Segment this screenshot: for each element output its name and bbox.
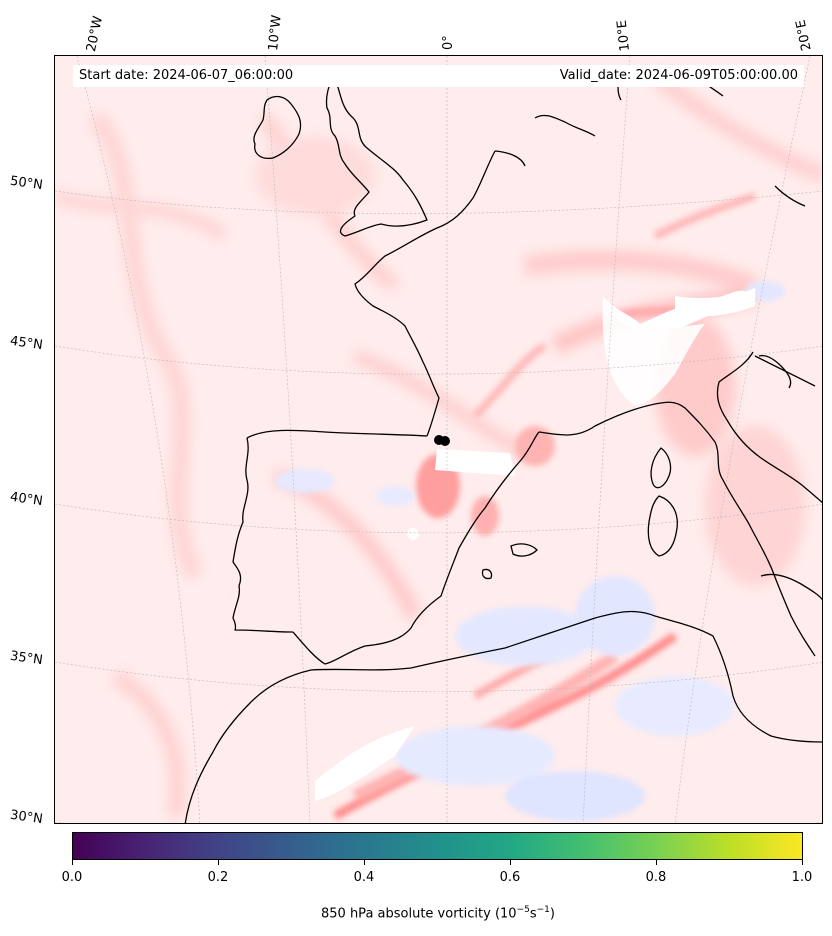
coastline-mallorca <box>510 543 538 557</box>
lon-label-10e: 10°E <box>614 19 633 53</box>
colorbar-label-2: 0.4 <box>353 870 375 885</box>
colorbar-label-1: 0.2 <box>207 870 229 885</box>
map-panel: Start date: 2024-06-07_06:00:00 Valid_da… <box>54 55 823 824</box>
coastline-iberia-south-east <box>292 431 540 665</box>
coastline-ibiza <box>481 568 493 580</box>
coastline-great-britain <box>325 75 428 237</box>
colorbar-label-0: 0.0 <box>61 870 83 885</box>
masked-regions <box>315 288 755 801</box>
lat-label-35n: 35°N <box>9 648 44 669</box>
coastline-sardinia <box>647 495 678 557</box>
colorbar-tick-3 <box>510 860 511 865</box>
colorbar-tick-4 <box>656 860 657 865</box>
colorbar-tick-1 <box>218 860 219 865</box>
coastline-north-africa <box>184 610 822 823</box>
coastline-italy-west <box>538 401 816 657</box>
coastline-italy-east <box>716 351 822 504</box>
coastline-corsica <box>650 447 672 489</box>
coastline-adriatic-north <box>774 185 806 207</box>
coastline-iberia-west <box>232 437 294 633</box>
lon-label-20e: 20°E <box>793 18 815 53</box>
lat-label-30n: 30°N <box>9 807 44 828</box>
date-info-bar: Start date: 2024-06-07_06:00:00 Valid_da… <box>73 65 804 87</box>
vorticity-map <box>55 56 822 823</box>
marker-2 <box>440 436 450 446</box>
colorbar-label-4: 0.8 <box>645 870 667 885</box>
coastline-dalmatia <box>754 355 816 387</box>
location-markers <box>434 435 450 446</box>
colorbar-title: 850 hPa absolute vorticity (10−5s−1) <box>321 905 555 922</box>
coastline-sicily <box>760 573 822 601</box>
colorbar <box>72 832 803 860</box>
coastline-ireland <box>253 95 302 160</box>
coastlines <box>184 65 822 823</box>
coastline-istria <box>758 354 792 389</box>
lon-label-20w: 20°W <box>84 14 107 54</box>
lat-label-45n: 45°N <box>9 333 44 354</box>
coastline-france-west <box>354 150 496 437</box>
colorbar-label-3: 0.6 <box>499 870 521 885</box>
colorbar-gradient <box>73 833 802 859</box>
colorbar-tick-5 <box>802 860 803 865</box>
lat-label-50n: 50°N <box>9 173 44 194</box>
start-date-label: Start date: 2024-06-07_06:00:00 <box>79 68 294 83</box>
coastline-iberia-north <box>246 429 428 439</box>
colorbar-label-5: 1.0 <box>791 870 813 885</box>
colorbar-tick-2 <box>364 860 365 865</box>
valid-date-label: Valid_date: 2024-06-09T05:00:00.00 <box>559 68 798 83</box>
coastline-north-sea <box>534 114 596 137</box>
coastline-benelux <box>494 150 526 167</box>
lon-label-0: 0° <box>441 35 456 50</box>
colorbar-tick-0 <box>72 860 73 865</box>
lon-label-10w: 10°W <box>266 14 285 52</box>
lat-label-40n: 40°N <box>9 489 44 510</box>
